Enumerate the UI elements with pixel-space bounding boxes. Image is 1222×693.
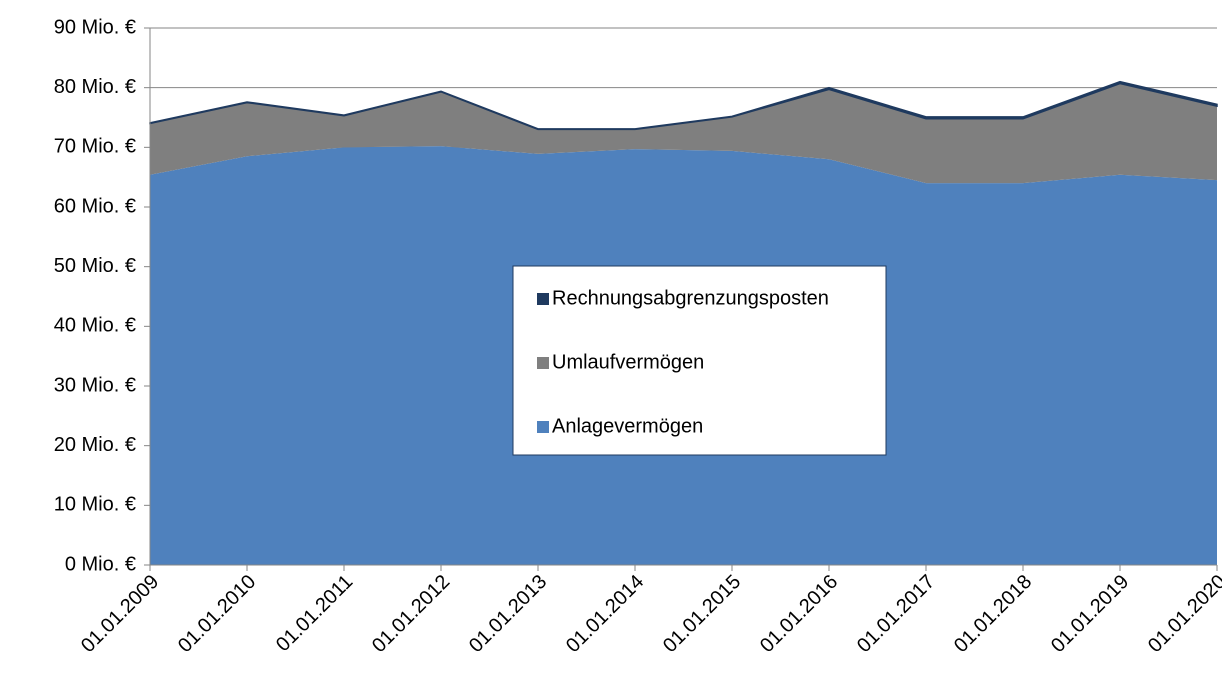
y-tick-label: 20 Mio. € [54, 434, 136, 456]
y-tick-label: 70 Mio. € [54, 136, 136, 158]
legend-label: Umlaufvermögen [552, 351, 704, 373]
x-tick-label: 01.01.2017 [853, 571, 939, 657]
legend-label: Rechnungsabgrenzungsposten [552, 287, 829, 309]
x-tick-label: 01.01.2020 [1144, 571, 1222, 657]
y-tick-label: 10 Mio. € [54, 494, 136, 516]
y-tick-label: 30 Mio. € [54, 374, 136, 396]
x-tick-label: 01.01.2012 [368, 571, 454, 657]
y-tick-label: 40 Mio. € [54, 315, 136, 337]
y-tick-label: 0 Mio. € [65, 553, 136, 575]
x-tick-label: 01.01.2009 [77, 571, 163, 657]
legend-swatch [537, 357, 549, 369]
y-tick-label: 80 Mio. € [54, 76, 136, 98]
legend: Rechnungsabgrenzungsposten Umlaufvermögen… [512, 265, 887, 456]
y-tick-label: 60 Mio. € [54, 195, 136, 217]
x-tick-label: 01.01.2016 [756, 571, 842, 657]
x-tick-label: 01.01.2010 [174, 571, 260, 657]
x-tick-label: 01.01.2019 [1047, 571, 1133, 657]
x-tick-label: 01.01.2011 [272, 571, 357, 656]
x-tick-label: 01.01.2014 [562, 571, 648, 657]
legend-swatch [537, 293, 549, 305]
y-tick-label: 90 Mio. € [54, 16, 136, 38]
x-tick-label: 01.01.2013 [465, 571, 551, 657]
x-tick-label: 01.01.2018 [950, 571, 1036, 657]
x-tick-label: 01.01.2015 [659, 571, 745, 657]
legend-swatch [537, 421, 549, 433]
legend-box [512, 265, 887, 456]
y-tick-label: 50 Mio. € [54, 255, 136, 277]
area [150, 83, 1217, 184]
legend-label: Anlagevermögen [552, 415, 703, 437]
area [149, 80, 1218, 131]
